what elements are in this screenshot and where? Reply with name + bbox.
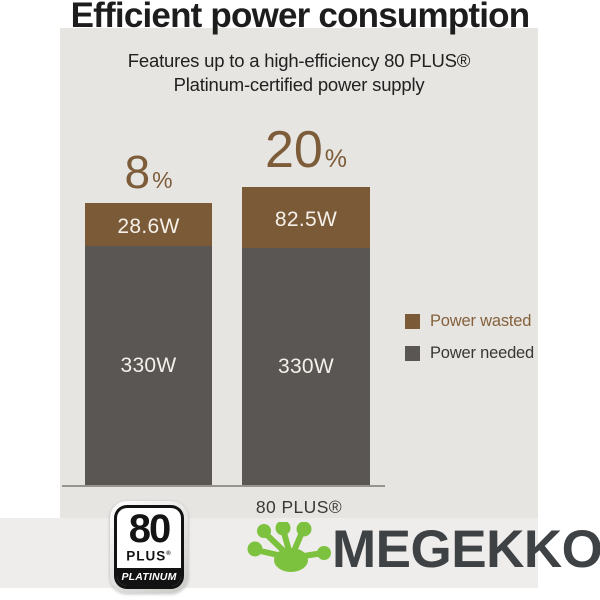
legend-label-power-needed: Power needed xyxy=(430,344,535,362)
x-axis-label: 80 PLUS® xyxy=(255,497,343,517)
chart-legend: Power wasted Power needed xyxy=(405,312,534,376)
subtitle: Features up to a high-efficiency 80 PLUS… xyxy=(60,49,538,97)
badge-plus-text: PLUS xyxy=(126,548,167,564)
power-needed-swatch-icon xyxy=(405,346,420,361)
power-wasted-swatch-icon xyxy=(405,314,420,329)
bar-1-wasted-segment: 28.6W xyxy=(85,203,212,246)
gecko-foot-icon xyxy=(247,522,331,572)
bar-1-percent-sign: % xyxy=(152,167,173,193)
80-plus-platinum-badge: 80 PLUS® PLATINUM xyxy=(110,501,188,593)
bar-2-percent-sign: % xyxy=(324,145,348,173)
bar-2-wasted-segment: 82.5W xyxy=(242,187,370,248)
subtitle-line-2: Platinum-certified power supply xyxy=(173,74,425,95)
legend-label-power-wasted: Power wasted xyxy=(430,312,532,330)
badge-tier-label: PLATINUM xyxy=(117,568,181,586)
legend-item-power-needed: Power needed xyxy=(405,344,534,363)
bar-2-percent-value: 20 xyxy=(264,121,323,179)
registered-mark-icon: ® xyxy=(166,551,172,557)
bar-1-percent-value: 8 xyxy=(124,146,151,198)
bar-2-wasted-value: 82.5W xyxy=(274,208,338,231)
page-title: Efficient power consumption xyxy=(70,0,531,35)
badge-frame: 80 PLUS® PLATINUM xyxy=(114,505,184,589)
badge-number: 80 xyxy=(128,508,171,551)
subtitle-line-1: Features up to a high-efficiency 80 PLUS… xyxy=(127,50,471,71)
brand-wordmark: MEGEKKO xyxy=(332,520,600,579)
badge-face: 80 PLUS® PLATINUM xyxy=(117,508,181,586)
legend-item-power-wasted: Power wasted xyxy=(405,312,534,331)
bar-1-needed-segment: 330W xyxy=(85,246,212,486)
bar-1-wasted-percent: 8% xyxy=(85,149,212,196)
bar-1-wasted-value: 28.6W xyxy=(117,215,180,238)
bar-1-needed-value: 330W xyxy=(120,354,177,377)
bar-2-needed-segment: 330W xyxy=(242,248,370,486)
x-axis-line xyxy=(62,485,385,487)
bar-2-needed-value: 330W xyxy=(277,355,335,378)
badge-plus-label: PLUS® xyxy=(126,548,171,563)
bar-2-wasted-percent: 20% xyxy=(242,124,370,176)
